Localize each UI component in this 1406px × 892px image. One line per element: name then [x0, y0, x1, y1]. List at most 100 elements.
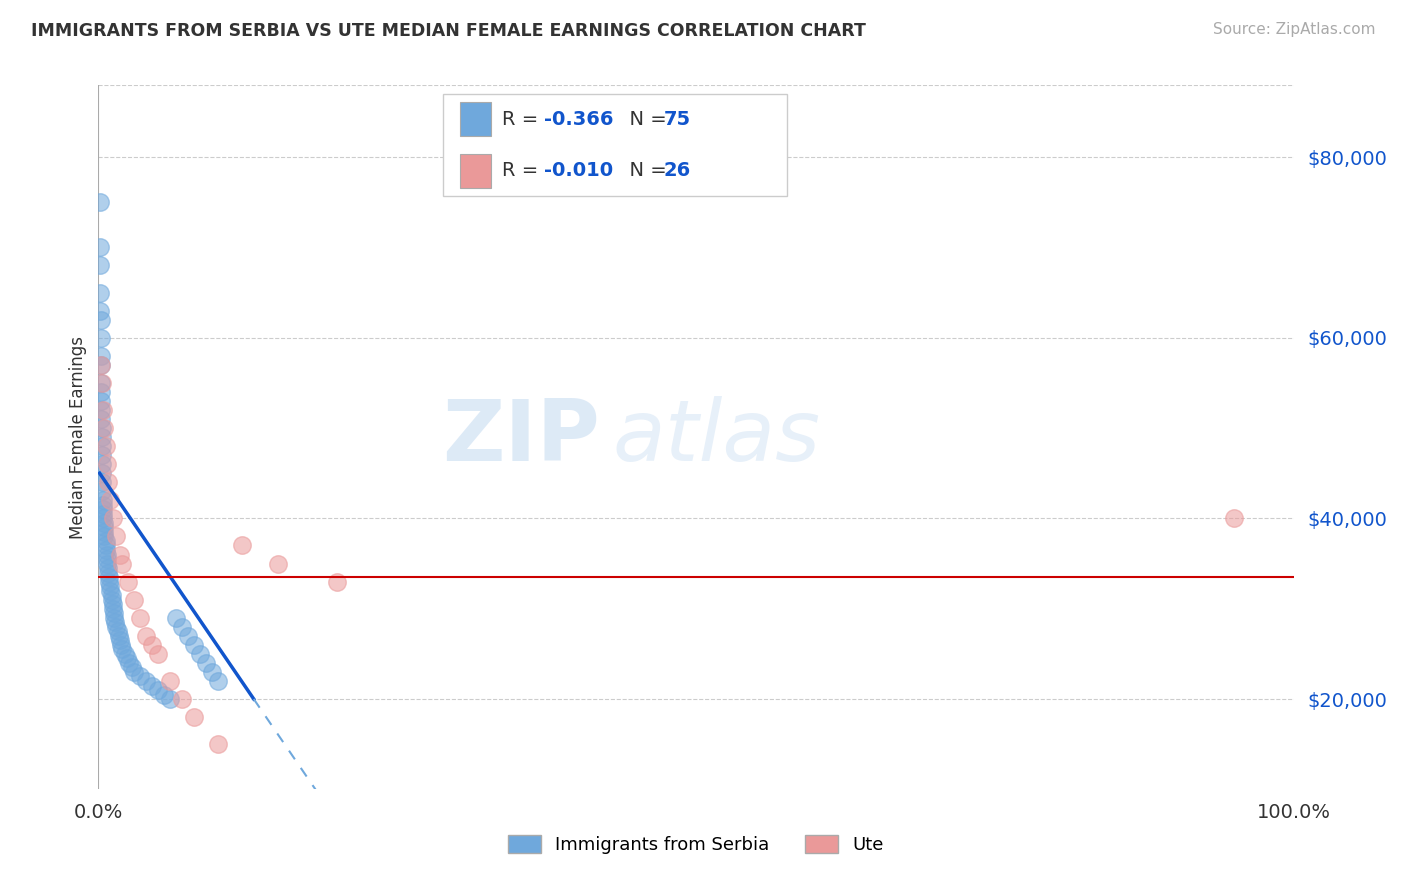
Point: [107, 624, 129, 639]
Point: [91, 457, 114, 471]
Point: [103, 607, 125, 621]
Point: [135, 629, 157, 643]
Point: [90, 349, 112, 363]
Point: [108, 548, 131, 562]
Point: [177, 629, 200, 643]
Point: [90, 358, 112, 372]
Point: [267, 557, 290, 571]
Point: [89, 195, 111, 210]
Legend: Immigrants from Serbia, Ute: Immigrants from Serbia, Ute: [501, 828, 891, 862]
Point: [89, 285, 111, 300]
Point: [108, 633, 131, 648]
Text: atlas: atlas: [613, 395, 820, 479]
Point: [114, 647, 136, 661]
Point: [98, 579, 122, 593]
Point: [97, 566, 120, 580]
Point: [91, 421, 114, 435]
Point: [91, 467, 114, 481]
Point: [201, 665, 224, 679]
Point: [91, 430, 114, 444]
Point: [100, 592, 122, 607]
Text: R =: R =: [502, 161, 544, 180]
Point: [97, 475, 120, 490]
Text: ZIP: ZIP: [443, 395, 600, 479]
Point: [326, 574, 349, 589]
Text: N =: N =: [617, 161, 673, 180]
Point: [172, 692, 194, 706]
Point: [93, 529, 115, 543]
Point: [90, 358, 112, 372]
Text: 26: 26: [664, 161, 690, 180]
Point: [90, 384, 112, 399]
Point: [101, 601, 124, 615]
Point: [207, 673, 229, 688]
Point: [111, 557, 134, 571]
Point: [104, 615, 127, 630]
Point: [111, 642, 134, 657]
Point: [100, 588, 122, 602]
Point: [91, 376, 114, 390]
Point: [103, 611, 125, 625]
Point: [94, 543, 117, 558]
Point: [141, 638, 163, 652]
Point: [231, 539, 253, 553]
Point: [94, 533, 117, 548]
Point: [94, 439, 117, 453]
Point: [148, 647, 170, 661]
Point: [96, 548, 118, 562]
Point: [91, 498, 114, 512]
Point: [90, 393, 112, 408]
Point: [93, 421, 115, 435]
Point: [96, 457, 118, 471]
Point: [90, 403, 112, 417]
Point: [105, 529, 128, 543]
Point: [124, 592, 146, 607]
Point: [159, 692, 181, 706]
Point: [90, 312, 112, 326]
Point: [98, 574, 121, 589]
Point: [101, 597, 124, 611]
Point: [91, 493, 114, 508]
Point: [94, 539, 117, 553]
Point: [115, 651, 138, 665]
Point: [124, 665, 146, 679]
Text: 75: 75: [664, 110, 690, 128]
Text: N =: N =: [617, 110, 673, 128]
Point: [93, 520, 115, 534]
Text: -0.010: -0.010: [544, 161, 613, 180]
Point: [118, 656, 141, 670]
Point: [172, 620, 194, 634]
Point: [110, 638, 132, 652]
Point: [1223, 511, 1246, 525]
Y-axis label: Median Female Earnings: Median Female Earnings: [69, 335, 87, 539]
Point: [159, 673, 181, 688]
Point: [89, 240, 111, 254]
Point: [148, 683, 170, 698]
Point: [91, 448, 114, 462]
Point: [98, 583, 122, 598]
Point: [105, 620, 128, 634]
Point: [207, 737, 229, 751]
Text: Source: ZipAtlas.com: Source: ZipAtlas.com: [1212, 22, 1375, 37]
Point: [93, 524, 115, 539]
Point: [90, 412, 112, 426]
Point: [96, 552, 118, 566]
Point: [98, 570, 121, 584]
Point: [188, 647, 211, 661]
Point: [141, 679, 163, 693]
Point: [93, 516, 115, 530]
Point: [101, 511, 124, 525]
Point: [90, 331, 112, 345]
Point: [91, 403, 114, 417]
Point: [195, 656, 218, 670]
Text: R =: R =: [502, 110, 544, 128]
Point: [183, 638, 205, 652]
Point: [98, 493, 122, 508]
Point: [129, 611, 152, 625]
Point: [96, 557, 118, 571]
Point: [91, 502, 114, 516]
Point: [97, 561, 120, 575]
Point: [91, 475, 114, 490]
Point: [153, 688, 176, 702]
Point: [107, 629, 129, 643]
